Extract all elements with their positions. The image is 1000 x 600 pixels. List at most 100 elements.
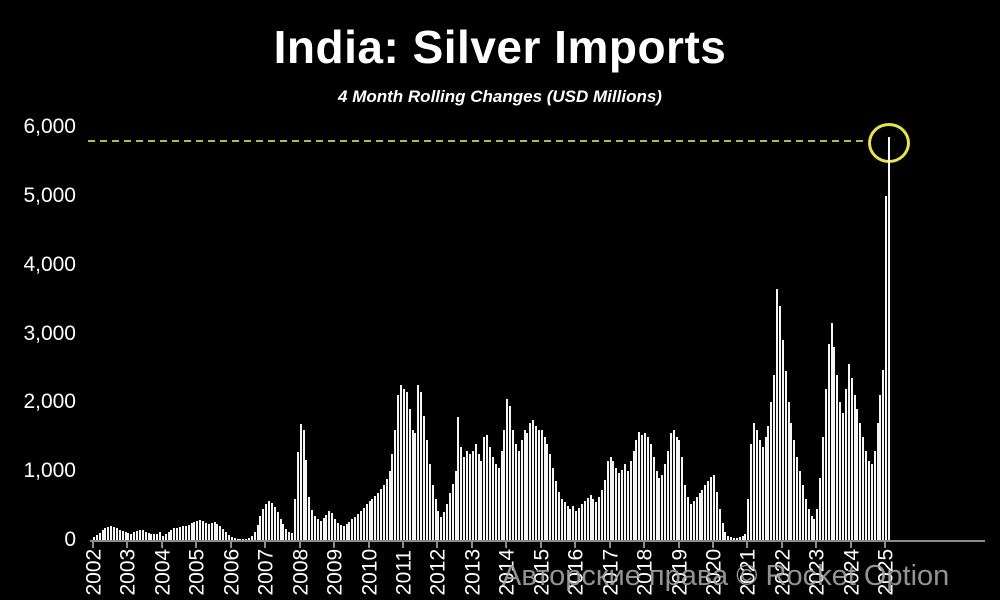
bar xyxy=(796,457,799,540)
bar xyxy=(503,430,506,540)
x-axis-tick xyxy=(780,541,783,548)
bar xyxy=(778,306,781,540)
bar xyxy=(213,522,216,540)
bar xyxy=(202,521,205,540)
bar xyxy=(190,523,193,540)
bar xyxy=(664,464,667,540)
x-axis-tick xyxy=(264,541,267,548)
bar xyxy=(147,533,150,540)
bar xyxy=(537,430,540,540)
x-axis-label: 2011 xyxy=(392,549,416,596)
bar xyxy=(827,344,830,540)
bar xyxy=(698,493,701,540)
y-axis-label: 0 xyxy=(64,528,76,551)
x-axis-tick xyxy=(470,541,473,548)
bar xyxy=(161,536,164,540)
bar xyxy=(138,530,141,540)
x-axis-label: 2013 xyxy=(461,548,485,596)
x-axis-tick xyxy=(608,541,611,548)
bar xyxy=(833,347,836,540)
bar xyxy=(489,447,492,540)
bar xyxy=(847,364,850,540)
bar xyxy=(468,454,471,540)
bar xyxy=(311,510,314,540)
bar xyxy=(850,378,853,540)
bar xyxy=(629,461,632,540)
bar xyxy=(118,530,121,540)
bar xyxy=(753,423,756,540)
bar xyxy=(836,375,839,540)
bar xyxy=(425,440,428,540)
x-axis-tick xyxy=(367,541,370,548)
bar xyxy=(365,504,368,540)
bar xyxy=(417,385,420,540)
bar xyxy=(316,519,319,540)
y-axis-label: 3,000 xyxy=(23,322,76,345)
bar xyxy=(672,430,675,540)
bar xyxy=(876,423,879,540)
bar xyxy=(512,430,515,540)
bar xyxy=(305,460,308,540)
bar xyxy=(529,423,532,540)
x-axis-label: 2007 xyxy=(254,548,278,596)
bar xyxy=(658,478,661,540)
bar xyxy=(219,526,222,540)
bar xyxy=(124,532,127,540)
bar xyxy=(701,490,704,540)
bar xyxy=(454,471,457,540)
bar xyxy=(807,509,810,540)
bar xyxy=(575,511,578,540)
x-axis-tick xyxy=(436,541,439,548)
bar xyxy=(612,461,615,540)
bar xyxy=(282,524,285,540)
bar xyxy=(776,289,779,540)
chart-title: India: Silver Imports xyxy=(273,21,727,73)
bar xyxy=(867,461,870,540)
bar xyxy=(216,524,219,540)
bar xyxy=(793,440,796,540)
bar xyxy=(592,499,595,540)
bar xyxy=(741,536,744,540)
bar xyxy=(842,413,845,540)
bar xyxy=(245,539,248,540)
bar xyxy=(649,444,652,540)
bar xyxy=(156,534,159,540)
bar xyxy=(400,385,403,540)
y-axis-label: 1,000 xyxy=(23,459,76,482)
bar xyxy=(460,447,463,540)
bar xyxy=(437,511,440,540)
bar xyxy=(635,440,638,540)
bar xyxy=(130,534,133,540)
bar xyxy=(865,451,868,540)
bar xyxy=(262,509,265,540)
bar xyxy=(870,464,873,540)
bar xyxy=(589,495,592,540)
chart-subtitle: 4 Month Rolling Changes (USD Millions) xyxy=(338,87,662,106)
bar xyxy=(331,513,334,540)
bar xyxy=(839,402,842,540)
bar xyxy=(170,530,173,540)
bar xyxy=(689,504,692,540)
x-axis-tick xyxy=(505,541,508,548)
bar xyxy=(371,499,374,540)
watermark: Авторские права © Rocket Option xyxy=(502,560,950,592)
bar xyxy=(879,395,882,540)
bar xyxy=(494,464,497,540)
bar xyxy=(534,426,537,540)
bar xyxy=(388,471,391,540)
bar xyxy=(821,437,824,540)
x-axis-label: 2009 xyxy=(323,548,347,596)
bar xyxy=(259,516,262,540)
bar xyxy=(718,509,721,540)
bar xyxy=(572,506,575,540)
bar xyxy=(767,426,770,540)
bar xyxy=(359,511,362,540)
bar xyxy=(414,433,417,540)
bar xyxy=(540,430,543,540)
bar xyxy=(408,409,411,540)
bar xyxy=(509,406,512,540)
reference-dashed-line xyxy=(88,140,868,142)
bar xyxy=(514,444,517,540)
bar xyxy=(288,532,291,540)
